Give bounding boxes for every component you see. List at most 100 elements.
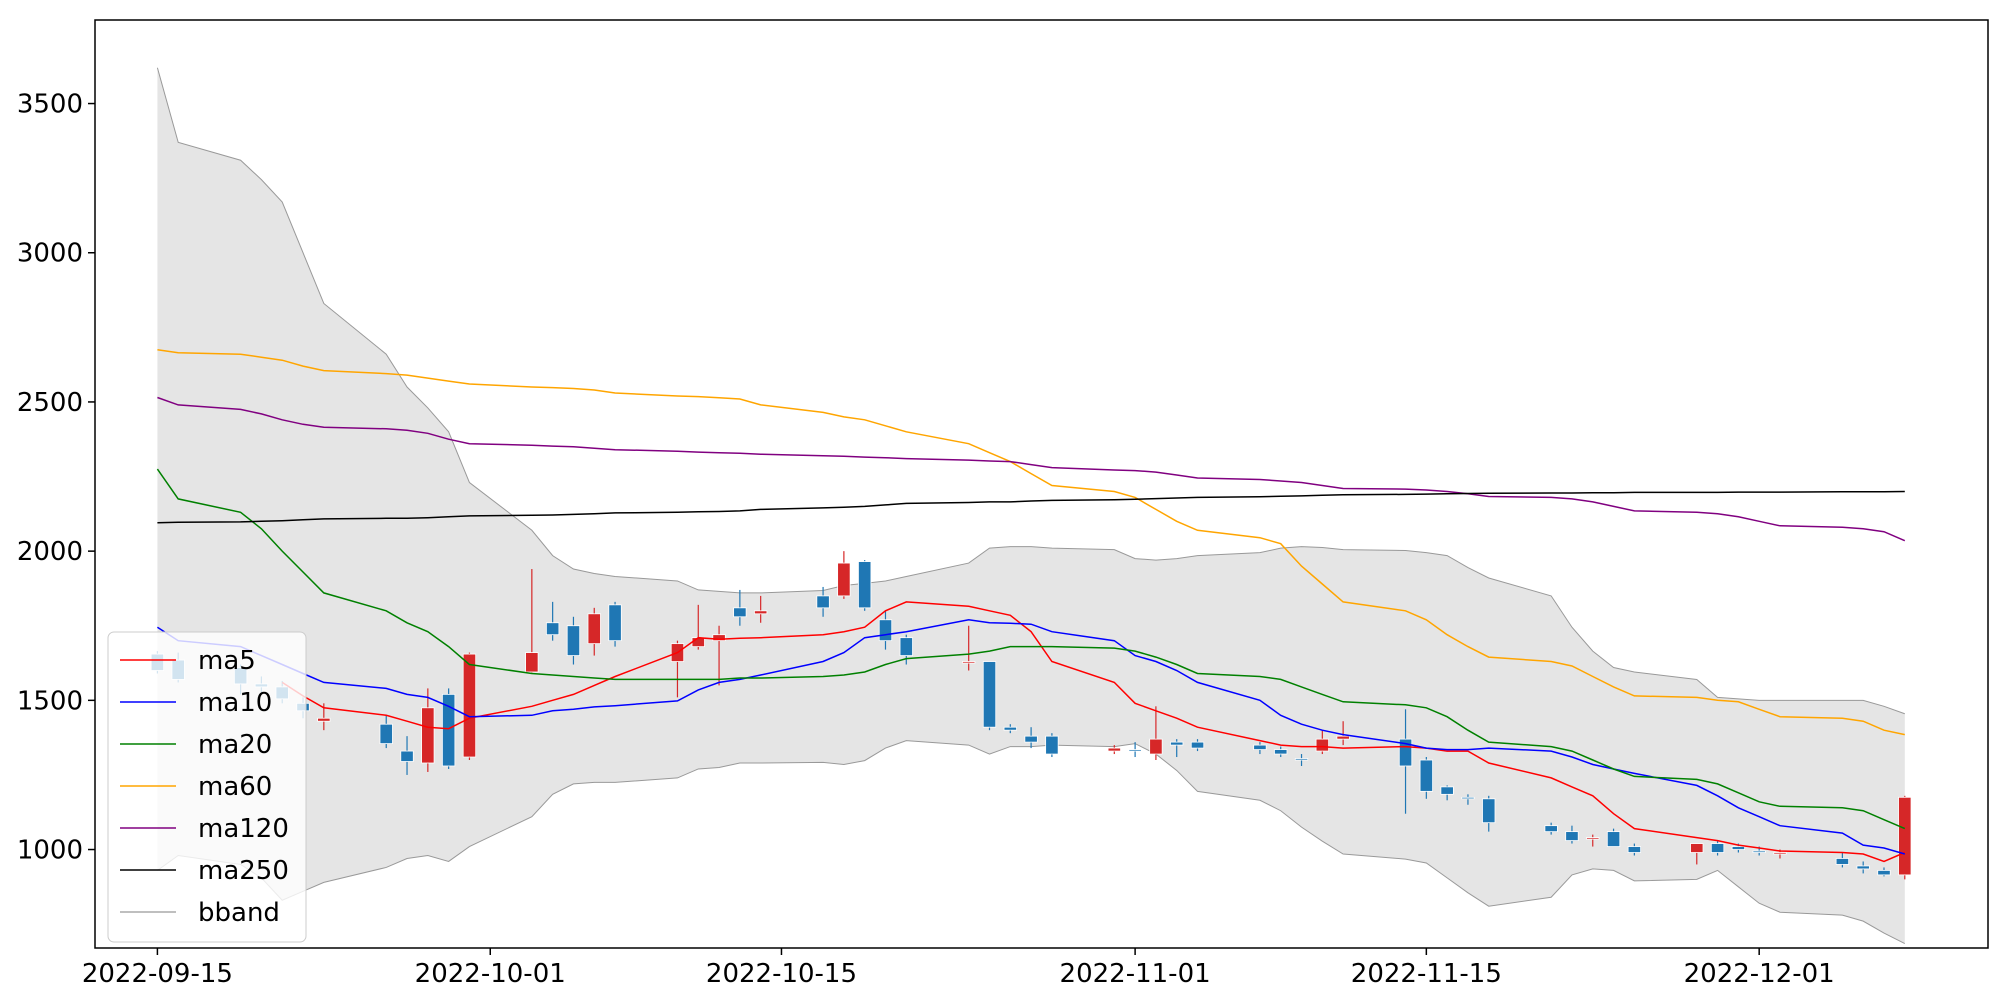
candle-body xyxy=(608,604,622,642)
candle xyxy=(982,661,997,731)
candle xyxy=(1107,745,1121,755)
candle-body xyxy=(1710,843,1725,853)
candle xyxy=(546,601,560,641)
legend-box xyxy=(107,631,307,943)
candle xyxy=(1419,757,1433,799)
candle-body xyxy=(878,619,893,642)
candle xyxy=(962,625,976,671)
candle xyxy=(1586,834,1600,847)
candle xyxy=(566,616,581,665)
candle-body xyxy=(1606,831,1621,847)
candle xyxy=(1710,840,1725,856)
candle-body xyxy=(1898,796,1912,876)
candle-body xyxy=(1045,735,1059,755)
x-tick-label: 2022-10-15 xyxy=(706,959,857,989)
candle-body xyxy=(858,561,872,609)
candle xyxy=(1003,724,1017,734)
candle-body xyxy=(1128,749,1142,752)
candle-body xyxy=(1731,846,1746,850)
candle-body xyxy=(1003,726,1017,731)
legend-label: ma20 xyxy=(198,730,272,760)
candle-body xyxy=(982,661,997,728)
candle xyxy=(1856,861,1870,874)
ma250-line xyxy=(157,490,1905,524)
candle xyxy=(1336,721,1350,746)
candle-body xyxy=(317,717,331,722)
ma60-line xyxy=(157,348,1905,736)
candlestick-layer xyxy=(150,551,1912,880)
legend-label: ma5 xyxy=(198,646,256,676)
candle-body xyxy=(566,625,581,656)
candle-body xyxy=(379,723,393,745)
candle-body xyxy=(962,661,976,664)
candle-body xyxy=(1190,741,1205,749)
candle xyxy=(1294,754,1309,766)
y-tick-label: 3000 xyxy=(17,239,83,269)
candle xyxy=(587,607,601,656)
candle-body xyxy=(587,613,601,645)
candle xyxy=(462,652,477,761)
candle-body xyxy=(1170,741,1184,746)
x-tick-label: 2022-11-15 xyxy=(1351,959,1502,989)
legend-label: ma250 xyxy=(198,856,289,886)
candle-body xyxy=(1544,825,1558,833)
x-tick-label: 2022-10-01 xyxy=(415,959,566,989)
candle-body xyxy=(712,634,726,642)
candle xyxy=(1315,730,1329,755)
candle xyxy=(754,595,768,623)
candle-body xyxy=(1419,759,1433,792)
candle xyxy=(608,601,622,647)
moving-average-layer xyxy=(156,348,1906,863)
candle-body xyxy=(1336,735,1350,740)
candle-body xyxy=(1877,870,1891,876)
x-tick-label: 2022-11-01 xyxy=(1060,959,1211,989)
candle-body xyxy=(816,595,830,609)
ma120-line xyxy=(157,396,1906,542)
candle-body xyxy=(1315,738,1329,752)
candle xyxy=(1835,852,1850,868)
candle xyxy=(525,569,539,674)
legend-label: ma10 xyxy=(198,688,272,718)
candle xyxy=(1898,795,1912,880)
candle xyxy=(400,736,414,775)
candle xyxy=(1690,843,1704,865)
candle xyxy=(1190,739,1205,752)
candle xyxy=(1170,739,1184,758)
candle xyxy=(1627,843,1642,856)
candle xyxy=(858,560,872,611)
y-tick-label: 1000 xyxy=(17,836,83,866)
candle-body xyxy=(1773,852,1787,855)
candle xyxy=(1482,795,1496,832)
candle-body xyxy=(1274,749,1288,755)
candle-body xyxy=(691,637,705,648)
candle-body xyxy=(754,610,768,615)
candle-body xyxy=(1835,858,1850,865)
candle xyxy=(1461,794,1475,805)
candle xyxy=(1128,742,1142,758)
legend-label: ma60 xyxy=(198,772,272,802)
candle xyxy=(1440,785,1454,801)
candle-body xyxy=(421,707,435,764)
candle xyxy=(1024,727,1038,749)
bband-fill xyxy=(157,67,1905,944)
legend-label: bband xyxy=(198,898,280,928)
candle-body xyxy=(546,622,560,636)
candle-body xyxy=(1586,837,1600,840)
candle-body xyxy=(1294,758,1309,761)
y-axis: 1000 1500 2000 2500 3000 3500 xyxy=(17,90,95,866)
candle-body xyxy=(1856,865,1870,870)
candle xyxy=(1045,733,1059,758)
x-tick-label: 2022-12-01 xyxy=(1684,959,1835,989)
plot-frame xyxy=(94,19,1989,949)
candle xyxy=(1565,825,1579,844)
candle-body xyxy=(1253,744,1267,750)
candle xyxy=(421,688,435,772)
candle xyxy=(837,551,851,599)
candle-body xyxy=(1627,846,1642,853)
candle-body xyxy=(1482,798,1496,824)
candle-body xyxy=(899,637,913,656)
candle xyxy=(379,715,393,749)
candle-body xyxy=(1461,796,1475,800)
candle xyxy=(1149,706,1163,761)
